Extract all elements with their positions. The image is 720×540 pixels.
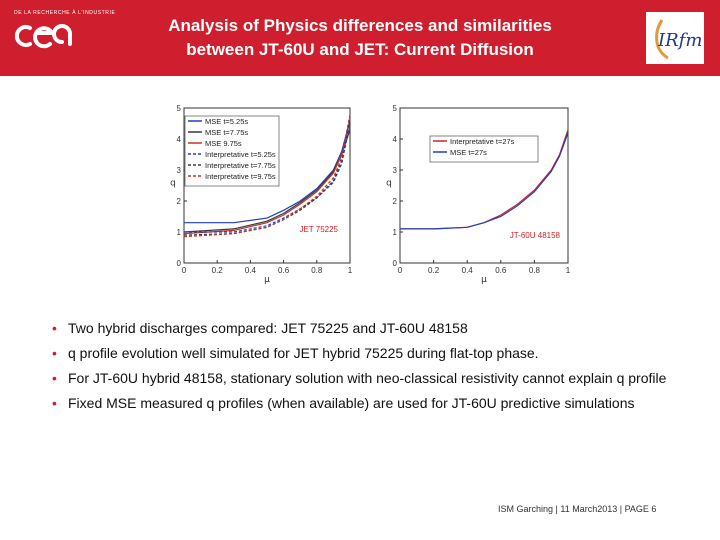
legend-label: Interpretative t=9.75s (205, 172, 276, 181)
jet-q-profile-chart: 0 0.2 0.4 0.6 0.8 1 0 1 2 3 4 5 μ q JET 75225 MSE t=5.2… (170, 104, 353, 285)
legend-label: MSE t=7.75s (205, 128, 248, 137)
cea-logo (14, 24, 72, 49)
bullet-marker: • (52, 395, 57, 411)
bullet-list: • Two hybrid discharges compared: JET 752… (50, 318, 674, 418)
title-line-2: between JT-60U and JET: Current Diffusio… (186, 40, 534, 59)
series-line (184, 120, 351, 224)
x-tick-label: 1 (348, 266, 353, 275)
x-axis-label: μ (264, 275, 270, 285)
bullet-marker: • (52, 345, 57, 361)
series-line (183, 126, 351, 235)
x-axis-label: μ (481, 275, 487, 285)
footer: ISM Garching | 11 March2013 | PAGE 6 (498, 504, 656, 514)
legend-label: Interpretative t=5.25s (205, 150, 276, 159)
legend-label: MSE t=5.25s (205, 117, 248, 126)
irfm-logo: IRfm (646, 12, 704, 64)
legend-label: MSE 9.75s (205, 139, 242, 148)
x-tick-label: 0.8 (311, 266, 323, 275)
svg-text:IRfm: IRfm (657, 30, 702, 51)
y-tick-label: 2 (177, 197, 182, 206)
series-line (183, 114, 351, 238)
x-tick-label: 0 (398, 266, 403, 275)
page-title: Analysis of Physics differences and simi… (110, 14, 610, 62)
legend-box (184, 115, 280, 187)
x-tick-label: 0.4 (462, 266, 474, 275)
y-tick-label: 3 (177, 166, 182, 175)
x-tick-label: 0.8 (529, 266, 541, 275)
y-tick-label: 0 (393, 259, 398, 268)
cea-tagline: DE LA RECHERCHE À L'INDUSTRIE (14, 10, 116, 16)
chart-annotation: JT-60U 48158 (510, 231, 561, 240)
list-item: • For JT-60U hybrid 48158, stationary sol… (50, 368, 674, 388)
legend-label: Interpretative t=27s (450, 137, 515, 146)
y-tick-label: 5 (393, 104, 398, 113)
bullet-marker: • (52, 320, 57, 336)
x-tick-label: 0.6 (278, 266, 290, 275)
legend-label: MSE t=27s (450, 148, 487, 157)
y-tick-label: 0 (177, 259, 182, 268)
chart-annotation: JET 75225 (299, 225, 338, 234)
title-line-1: Analysis of Physics differences and simi… (168, 16, 552, 35)
list-item: • Two hybrid discharges compared: JET 752… (50, 318, 674, 338)
bullet-text: Fixed MSE measured q profiles (when avai… (68, 395, 635, 411)
jt60u-q-profile-chart: 0 0.2 0.4 0.6 0.8 1 0 1 2 3 4 5 μ q JT-60U 48158 Interp… (386, 104, 571, 285)
y-tick-label: 2 (393, 197, 398, 206)
page-number: PAGE 6 (624, 504, 657, 514)
x-tick-label: 0.2 (212, 266, 224, 275)
list-item: • Fixed MSE measured q profiles (when ava… (50, 393, 674, 413)
y-tick-label: 3 (393, 166, 398, 175)
bullet-marker: • (52, 370, 57, 386)
y-axis-label: q (170, 179, 176, 189)
list-item: • q profile evolution well simulated for … (50, 343, 674, 363)
x-tick-label: 0.2 (428, 266, 440, 275)
legend-box (429, 135, 539, 163)
legend-label: Interpretative t=7.75s (205, 161, 276, 170)
series-line (400, 132, 569, 230)
y-tick-label: 1 (393, 228, 398, 237)
y-tick-label: 1 (177, 228, 182, 237)
title-bar: DE LA RECHERCHE À L'INDUSTRIE Analysis o… (0, 0, 720, 76)
bullet-text: Two hybrid discharges compared: JET 7522… (68, 320, 468, 336)
x-tick-label: 1 (566, 266, 571, 275)
x-tick-label: 0 (182, 266, 187, 275)
y-tick-label: 4 (177, 135, 182, 144)
bullet-text: For JT-60U hybrid 48158, stationary solu… (68, 370, 667, 386)
x-tick-label: 0.6 (495, 266, 507, 275)
y-axis-label: q (386, 179, 392, 189)
y-tick-label: 5 (177, 104, 182, 113)
x-tick-label: 0.4 (245, 266, 257, 275)
bullet-text: q profile evolution well simulated for J… (68, 345, 539, 361)
y-tick-label: 4 (393, 135, 398, 144)
footer-text: ISM Garching | 11 March2013 | (498, 504, 623, 514)
